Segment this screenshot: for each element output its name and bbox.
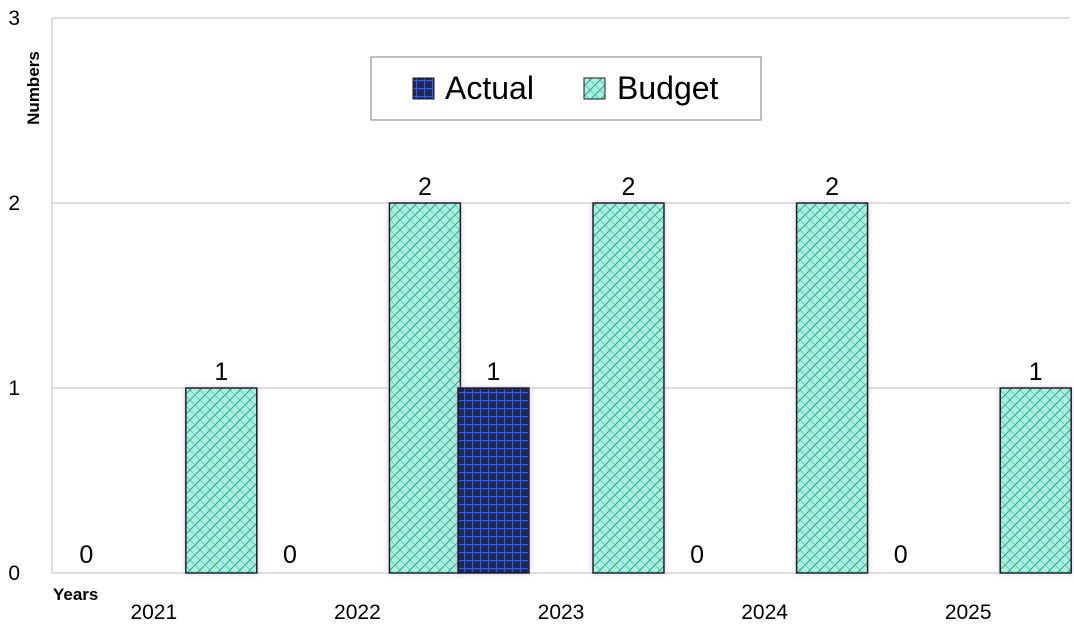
bar-budget-2024: [795, 202, 869, 574]
legend: Actual Budget: [370, 56, 762, 121]
x-tick-label: 2022: [334, 601, 381, 624]
x-tick-label: 2023: [538, 601, 585, 624]
data-label-budget-2021: 1: [214, 358, 228, 386]
y-tick-label: 3: [8, 7, 20, 30]
bar-budget-2023: [592, 202, 665, 574]
x-tick-label: 2025: [945, 601, 992, 624]
data-label-actual-2023: 1: [487, 358, 501, 386]
x-tick-label: 2021: [130, 601, 177, 624]
bar-actual-2023: [457, 387, 530, 574]
data-label-budget-2022: 2: [418, 173, 432, 201]
data-label-budget-2024: 2: [825, 173, 839, 201]
bars: [185, 202, 1072, 574]
y-axis-title: Numbers: [24, 51, 43, 125]
legend-label-actual: Actual: [445, 70, 534, 106]
y-tick-label: 1: [8, 377, 20, 400]
data-label-actual-2022: 0: [283, 541, 297, 569]
data-label-actual-2024: 0: [690, 541, 704, 569]
data-label-actual-2021: 0: [79, 541, 93, 569]
bar-budget-2021: [185, 387, 258, 574]
bar-budget-2025: [999, 387, 1072, 574]
y-tick-labels: 0 1 2 3: [8, 7, 20, 585]
y-tick-label: 2: [8, 192, 20, 215]
data-label-budget-2023: 2: [622, 173, 636, 201]
x-tick-label: 2024: [741, 601, 788, 624]
data-label-budget-2025: 1: [1029, 358, 1043, 386]
legend-box: [370, 56, 762, 121]
data-label-actual-2025: 0: [894, 541, 908, 569]
x-tick-labels: 2021 2022 2023 2024 2025: [130, 601, 991, 624]
y-tick-label: 0: [8, 562, 20, 585]
legend-swatch-actual: [412, 77, 435, 100]
legend-label-budget: Budget: [617, 70, 719, 106]
data-labels: 0 1 0 2 1 2 0 2 0 1: [79, 173, 1042, 569]
x-axis-title: Years: [53, 585, 98, 604]
legend-swatch-budget: [583, 77, 606, 100]
bar-budget-2022: [388, 202, 462, 574]
